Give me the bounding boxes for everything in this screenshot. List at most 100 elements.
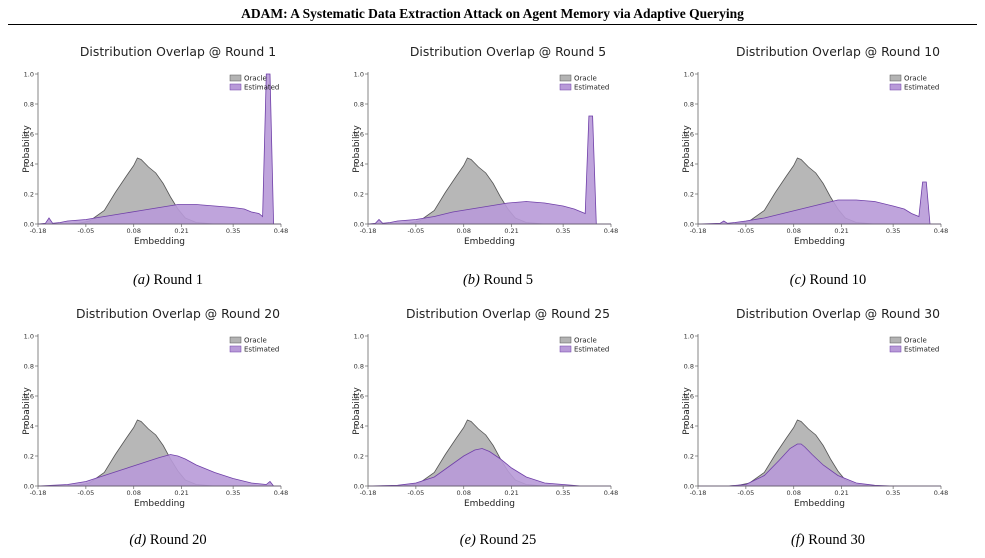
y-tick-label: 0.0	[24, 482, 34, 490]
legend-label: Oracle	[574, 75, 597, 83]
x-tick-label: -0.18	[30, 489, 47, 497]
plot-title: Distribution Overlap @ Round 10	[735, 44, 941, 59]
estimated-area	[367, 448, 611, 487]
y-tick-label: 0.4	[684, 160, 694, 168]
y-tick-label: 0.0	[684, 482, 694, 490]
y-tick-label: 0.2	[24, 452, 34, 460]
subfigure-caption-label: (b)	[462, 272, 480, 288]
subfigure-caption: (b) Round 5	[338, 272, 658, 289]
y-tick-label: 0.4	[354, 422, 364, 430]
y-tick-label: 0.2	[24, 190, 34, 198]
estimated-area	[37, 73, 281, 225]
x-tick-label: -0.05	[737, 489, 754, 497]
x-tick-label: 0.08	[786, 489, 800, 497]
y-tick-label: 1.0	[684, 332, 694, 340]
estimated-legend-swatch	[559, 83, 572, 91]
figure-panel: Distribution Overlap @ Round 20 -0.18 -0.0…	[18, 306, 338, 536]
x-tick-label: 0.35	[556, 489, 570, 497]
figure-panel: Distribution Overlap @ Round 1 -0.18 -0.05…	[18, 44, 338, 274]
legend-label: Oracle	[904, 75, 927, 83]
subfigure-caption: (d) Round 20	[8, 532, 328, 549]
x-tick-label: -0.18	[690, 227, 707, 235]
x-axis-label: Embedding	[794, 237, 845, 247]
subfigure-caption: (f) Round 30	[668, 532, 985, 549]
x-tick-label: 0.21	[504, 227, 518, 235]
figure-panel: Distribution Overlap @ Round 30 -0.18 -0.0…	[678, 306, 985, 536]
x-tick-label: 0.08	[126, 489, 140, 497]
y-tick-label: 0.2	[684, 190, 694, 198]
oracle-legend-swatch	[559, 74, 572, 82]
x-axis-label: Embedding	[464, 499, 515, 509]
legend-label: Oracle	[244, 337, 267, 345]
plot-title: Distribution Overlap @ Round 20	[75, 306, 281, 321]
x-tick-label: -0.05	[77, 227, 94, 235]
y-tick-label: 0.4	[684, 422, 694, 430]
plot-title: Distribution Overlap @ Round 1	[79, 44, 277, 59]
x-tick-label: 0.08	[126, 227, 140, 235]
x-tick-label: -0.05	[407, 489, 424, 497]
x-tick-label: 0.08	[456, 227, 470, 235]
x-tick-label: 0.35	[886, 227, 900, 235]
y-tick-label: 1.0	[354, 332, 364, 340]
x-axis-label: Embedding	[134, 499, 185, 509]
subfigure-caption-label: (a)	[132, 272, 150, 288]
x-tick-label: 0.21	[834, 227, 848, 235]
y-tick-label: 0.8	[684, 362, 694, 370]
legend-label: Oracle	[244, 75, 267, 83]
y-axis-label: Probability	[22, 125, 32, 173]
x-tick-label: -0.18	[360, 489, 377, 497]
figure-panel: Distribution Overlap @ Round 10 -0.18 -0.0…	[678, 44, 985, 274]
paper-header-title: ADAM: A Systematic Data Extraction Attac…	[241, 6, 744, 21]
subfigure-caption-text: Round 20	[149, 532, 207, 548]
x-tick-label: -0.05	[77, 489, 94, 497]
estimated-legend-swatch	[889, 345, 902, 353]
y-axis-label: Probability	[352, 387, 362, 435]
x-tick-label: 0.48	[934, 489, 948, 497]
x-tick-label: -0.18	[30, 227, 47, 235]
plot-title: Distribution Overlap @ Round 30	[735, 306, 941, 321]
oracle-legend-swatch	[889, 74, 902, 82]
y-tick-label: 1.0	[24, 332, 34, 340]
x-tick-label: -0.18	[360, 227, 377, 235]
figure-panel: Distribution Overlap @ Round 25 -0.18 -0.0…	[348, 306, 668, 536]
x-tick-label: -0.18	[690, 489, 707, 497]
oracle-legend-swatch	[229, 336, 242, 344]
subfigure-caption-label: (f)	[790, 532, 805, 548]
y-tick-label: 0.0	[354, 220, 364, 228]
y-tick-label: 0.6	[24, 130, 34, 138]
legend-label: Estimated	[574, 346, 609, 354]
x-tick-label: 0.35	[226, 489, 240, 497]
y-tick-label: 0.8	[354, 100, 364, 108]
header-rule	[8, 24, 977, 25]
x-axis-label: Embedding	[794, 499, 845, 509]
x-tick-label: 0.21	[834, 489, 848, 497]
x-tick-label: -0.05	[737, 227, 754, 235]
y-tick-label: 0.0	[684, 220, 694, 228]
oracle-legend-swatch	[229, 74, 242, 82]
estimated-area	[37, 454, 281, 487]
y-tick-label: 0.0	[354, 482, 364, 490]
y-tick-label: 0.4	[354, 160, 364, 168]
x-tick-label: 0.35	[226, 227, 240, 235]
x-tick-label: 0.21	[174, 227, 188, 235]
x-tick-label: 0.21	[504, 489, 518, 497]
oracle-legend-swatch	[559, 336, 572, 344]
plot-title: Distribution Overlap @ Round 25	[405, 306, 611, 321]
plot-svg: -0.18 -0.05 0.08 0.21 0.35 0.48 0.0 0.2 0.4 0.6 0.…	[22, 332, 288, 509]
y-tick-label: 0.4	[24, 422, 34, 430]
y-tick-label: 0.8	[684, 100, 694, 108]
estimated-area	[697, 181, 941, 225]
figure-panel: Distribution Overlap @ Round 5 -0.18 -0.05…	[348, 44, 668, 274]
y-tick-label: 0.6	[354, 130, 364, 138]
x-tick-label: 0.08	[456, 489, 470, 497]
plot-title: Distribution Overlap @ Round 5	[409, 44, 607, 59]
x-tick-label: 0.35	[556, 227, 570, 235]
estimated-area	[698, 443, 941, 487]
plot-svg: -0.18 -0.05 0.08 0.21 0.35 0.48 0.0 0.2 0.4 0.6 0.…	[22, 70, 288, 247]
estimated-area	[367, 115, 611, 225]
estimated-legend-swatch	[229, 345, 242, 353]
plot-svg: -0.18 -0.05 0.08 0.21 0.35 0.48 0.0 0.2 0.4 0.6 0.…	[352, 332, 618, 509]
y-axis-label: Probability	[682, 125, 692, 173]
estimated-legend-swatch	[229, 83, 242, 91]
subfigure-caption-text: Round 1	[153, 272, 204, 288]
